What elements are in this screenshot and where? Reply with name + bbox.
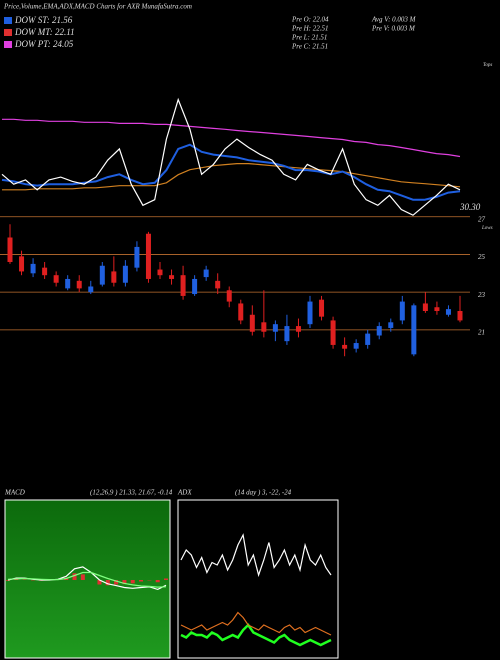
candle-body <box>180 275 186 296</box>
lows-annotation: Lows <box>481 226 493 231</box>
histogram-bar <box>122 580 127 585</box>
legend-label: DOW ST: 21.56 <box>14 15 73 25</box>
candle-body <box>169 275 175 279</box>
series-line <box>1 143 461 201</box>
candle-body <box>192 278 198 295</box>
candle-body <box>111 271 117 283</box>
candle-body <box>238 303 244 321</box>
info-label: Pre C: 21.51 <box>291 43 328 51</box>
candle-body <box>284 326 290 342</box>
histogram-bar <box>6 580 10 581</box>
candle-body <box>215 280 221 289</box>
candle-body <box>434 307 440 311</box>
series-line <box>180 533 332 578</box>
candle-body <box>353 343 359 349</box>
candle-body <box>342 344 348 349</box>
series-line <box>180 611 332 636</box>
y-tick-label: 25 <box>478 253 486 261</box>
tops-annotation: Tops <box>483 63 492 68</box>
histogram-bar <box>72 573 77 580</box>
candle-body <box>272 324 278 332</box>
candle-body <box>319 299 325 317</box>
info-label: Pre H: 22.51 <box>291 25 328 33</box>
chart-title: Price,Volume,EMA,ADX,MACD Charts for AXR… <box>3 3 192 11</box>
candle-body <box>249 314 255 332</box>
candle-body <box>330 320 336 345</box>
candle-body <box>157 269 163 276</box>
candle-body <box>65 278 71 289</box>
candle-body <box>134 246 140 268</box>
candle-body <box>145 233 151 279</box>
histogram-bar <box>130 580 135 584</box>
histogram-bar <box>14 579 19 580</box>
histogram-bar <box>105 580 110 586</box>
legend-swatch <box>4 41 12 48</box>
legend-label: DOW PT: 24.05 <box>14 39 74 49</box>
histogram-bar <box>80 574 85 580</box>
y-tick-label: 23 <box>478 291 486 299</box>
series-line <box>180 623 332 647</box>
candle-body <box>445 309 451 315</box>
info-label: Pre O: 22.04 <box>291 16 329 24</box>
adx-panel <box>177 499 339 659</box>
macd-subtitle: (12,26,9 ) 21.33, 21.67, -0.14 <box>90 489 173 497</box>
candle-body <box>30 263 36 274</box>
adx-subtitle: (14 day ) 3, -22, -24 <box>235 489 292 497</box>
candle-body <box>88 286 94 293</box>
histogram-bar <box>164 578 168 580</box>
candle-body <box>399 301 405 321</box>
info-label: Pre L: 21.51 <box>291 34 327 42</box>
info-label: Pre V: 0.003 M <box>371 25 416 33</box>
legend-swatch <box>4 29 12 36</box>
info-label: Avg V: 0.003 M <box>371 16 417 24</box>
candle-body <box>42 267 48 276</box>
histogram-bar <box>114 580 119 585</box>
candle-body <box>411 305 417 355</box>
series-line <box>2 163 461 191</box>
candle-body <box>365 333 371 345</box>
candle-body <box>122 265 128 283</box>
histogram-bar <box>139 580 144 582</box>
y-tick-label: 21 <box>478 328 485 336</box>
candle-body <box>376 326 382 336</box>
series-line <box>7 571 167 588</box>
candle-body <box>457 311 463 321</box>
histogram-bar <box>155 580 160 583</box>
candle-body <box>53 275 59 283</box>
y-tick-label: 27 <box>478 215 486 223</box>
candle-body <box>295 326 301 332</box>
candle-body <box>388 322 394 328</box>
series-line <box>1 97 461 216</box>
legend-label: DOW MT: 22.11 <box>14 27 75 37</box>
macd-title: MACD <box>4 489 25 497</box>
adx-title: ADX <box>177 489 192 497</box>
candle-body <box>261 322 267 332</box>
histogram-bar <box>97 580 102 585</box>
candle-body <box>7 237 13 262</box>
candle-body <box>19 256 25 272</box>
candle-body <box>422 303 428 311</box>
candle-body <box>203 269 209 278</box>
legend-swatch <box>4 17 12 24</box>
price-annotation: 30.30 <box>459 202 481 212</box>
candle-body <box>307 301 313 325</box>
candle-body <box>76 280 82 289</box>
candle-body <box>226 290 232 302</box>
candle-body <box>99 265 105 285</box>
series-line <box>2 118 461 158</box>
